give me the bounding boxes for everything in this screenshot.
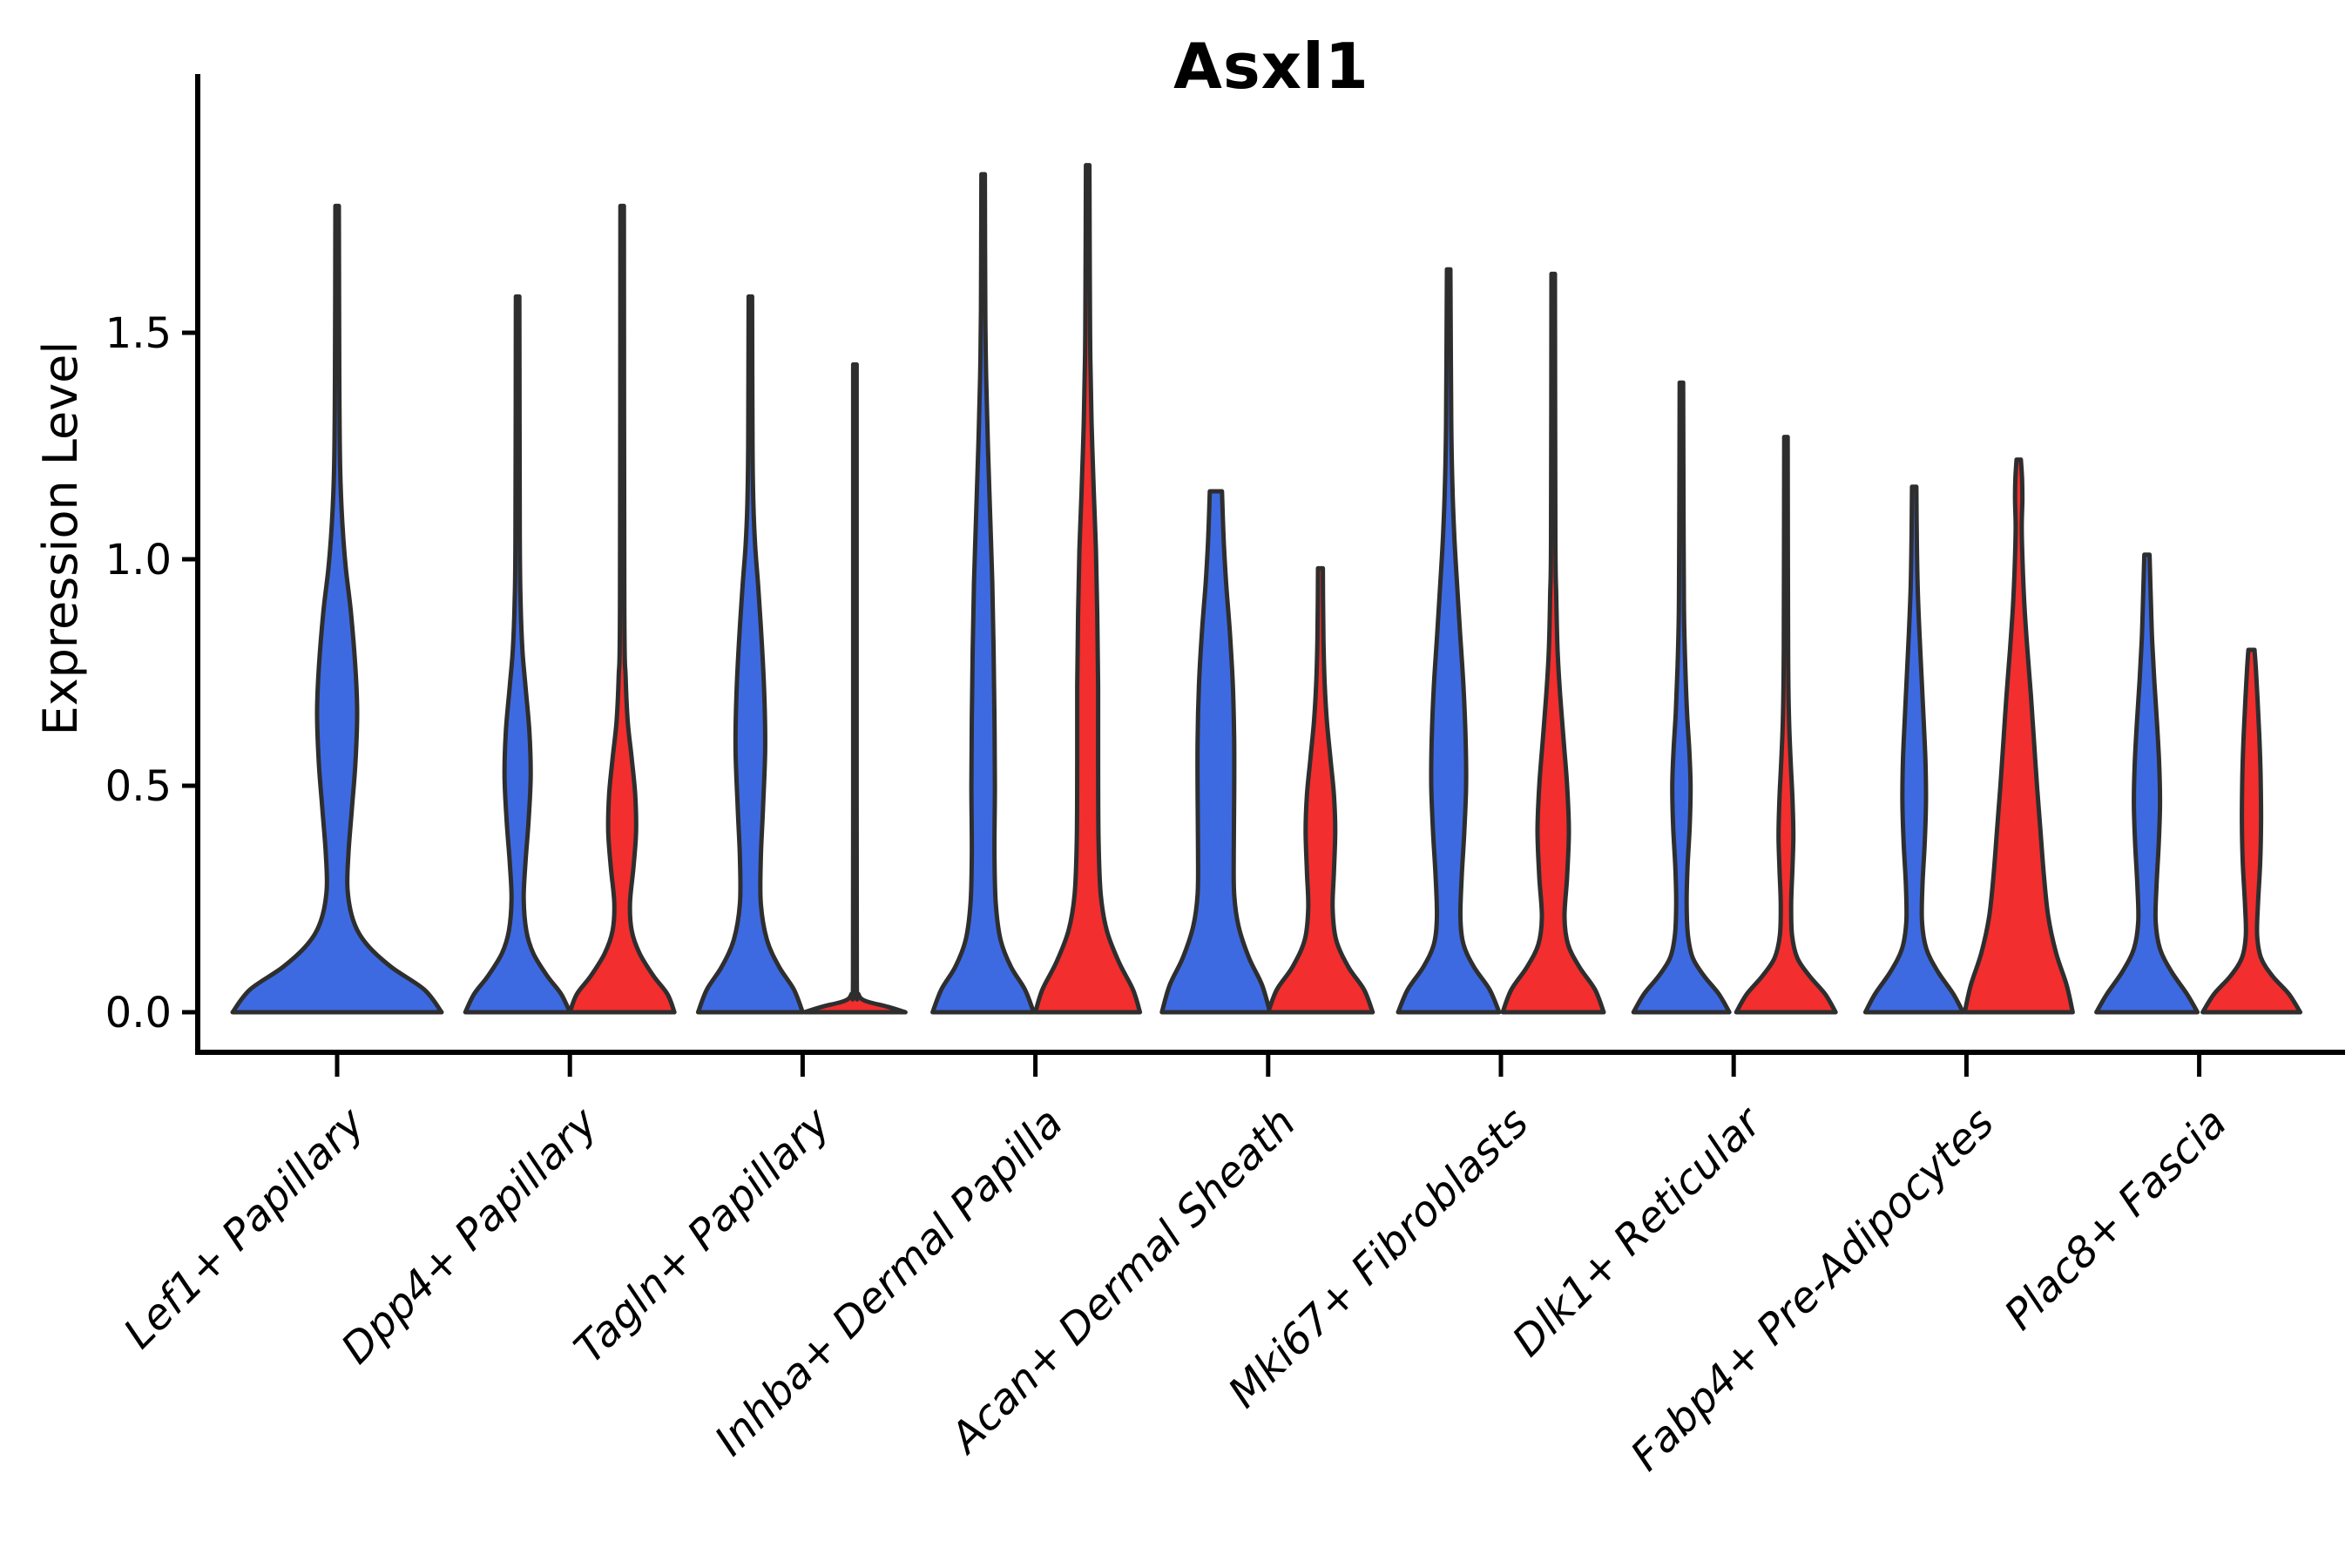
violin-mki67-fibroblasts-red: [1500, 271, 1606, 1015]
violin-dpp4-papillary-red: [567, 203, 677, 1015]
x-tick-label-dpp4-papillary: Dpp4+ Papillary: [332, 1098, 607, 1373]
violin-fabp4-pre-adipocytes-blue: [1862, 484, 1965, 1015]
violin-tagln-papillary-red: [801, 362, 908, 1015]
violin-lef1-papillary-blue: [230, 203, 444, 1015]
violin-dpp4-papillary-blue: [463, 294, 572, 1015]
x-tick-label-tagln-papillary: Tagln+ Papillary: [565, 1098, 841, 1373]
violin-dlk1-reticular-red: [1734, 435, 1838, 1015]
violin-inhba-dermal-papilla-blue: [930, 172, 1037, 1015]
violin-fabp4-pre-adipocytes-red: [1962, 457, 2075, 1015]
violin-mki67-fibroblasts-blue: [1396, 267, 1502, 1015]
violins-layer: [230, 163, 2303, 1015]
y-tick-label-1.5: 1.5: [105, 309, 172, 358]
chart-title: Asxl1: [1173, 30, 1369, 103]
violin-tagln-papillary-blue: [695, 294, 805, 1015]
violin-dlk1-reticular-blue: [1631, 380, 1732, 1015]
axes: [182, 74, 2345, 1077]
violin-acan-dermal-sheath-red: [1266, 565, 1375, 1015]
y-tick-label-0.0: 0.0: [105, 989, 172, 1037]
x-tick-label-dlk1-reticular: Dlk1+ Reticular: [1503, 1097, 1773, 1367]
violin-acan-dermal-sheath-blue: [1159, 489, 1273, 1015]
x-tick-label-lef1-papillary: Lef1+ Papillary: [114, 1098, 375, 1358]
violin-plac8-fascia-blue: [2094, 552, 2200, 1015]
axis-spines: [195, 74, 2345, 1055]
y-tick-label-0.5: 0.5: [105, 762, 172, 811]
violin-plac8-fascia-red: [2200, 647, 2303, 1015]
violin-inhba-dermal-papilla-red: [1033, 163, 1143, 1015]
y-tick-label-1.0: 1.0: [105, 536, 172, 585]
x-tick-label-plac8-fascia: Plac8+ Fascia: [1995, 1098, 2236, 1340]
